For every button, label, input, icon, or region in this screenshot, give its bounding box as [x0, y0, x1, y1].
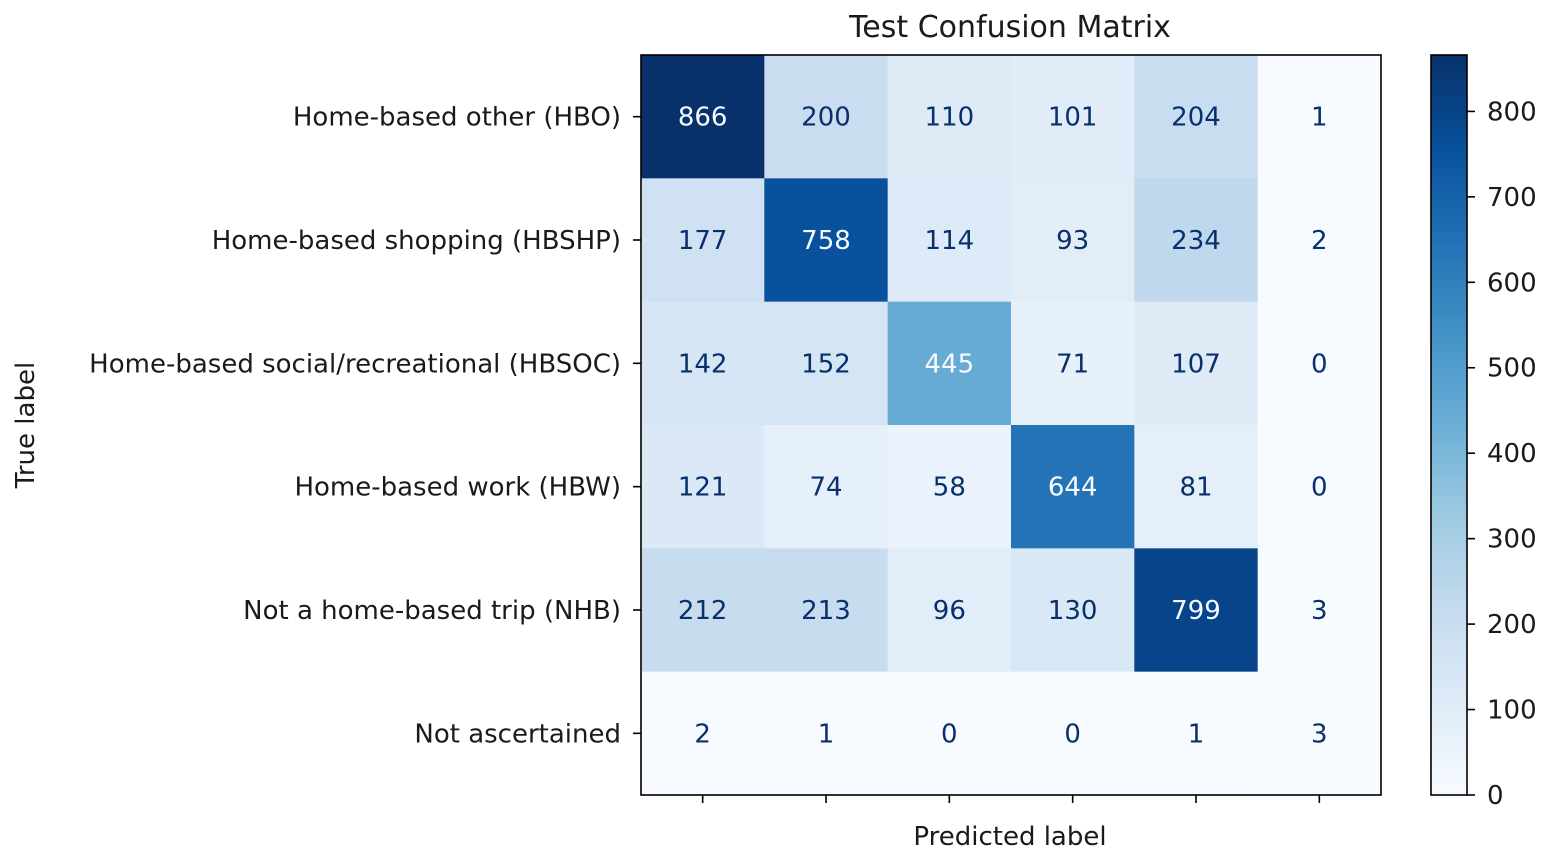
heatmap-cell [1257, 425, 1382, 549]
y-axis-ticks: Home-based other (HBO) Home-based shoppin… [89, 103, 641, 749]
x-axis-ticks [701, 795, 1321, 803]
heatmap-cell [764, 301, 889, 426]
cell-value-label: 142 [678, 349, 728, 379]
heatmap-cell [887, 548, 1012, 673]
cell-value-label: 445 [925, 349, 975, 379]
heatmap-cell [1257, 671, 1382, 796]
heatmap-cell [764, 178, 889, 303]
heatmap-cell [887, 178, 1012, 303]
colorbar-tick-label: 0 [1487, 781, 1504, 811]
cell-value-label: 2 [694, 719, 711, 749]
heatmap-cell [1134, 301, 1259, 426]
cell-value-label: 107 [1171, 349, 1221, 379]
y-tick-label: Home-based other (HBO) [293, 103, 621, 133]
cell-value-label: 0 [941, 719, 958, 749]
heatmap-cell [641, 301, 765, 426]
cell-value-label: 110 [925, 103, 975, 133]
heatmap-cell [641, 425, 765, 549]
cell-value-label: 204 [1171, 103, 1221, 133]
heatmap-cell [641, 548, 765, 673]
colorbar-tick-label: 100 [1487, 696, 1537, 726]
y-tick-label: Home-based social/recreational (HBSOC) [89, 349, 621, 379]
cell-value-label: 114 [925, 226, 975, 256]
cell-value-label: 101 [1048, 103, 1098, 133]
heatmap-cell [1134, 55, 1259, 179]
plot-frame [640, 54, 1382, 796]
cell-value-label: 3 [1311, 596, 1328, 626]
heatmap-cell [1257, 55, 1382, 179]
heatmap-cell [1011, 671, 1135, 796]
cell-value-label: 0 [1064, 719, 1081, 749]
cell-value-label: 71 [1056, 349, 1089, 379]
heatmap-cell [1257, 178, 1382, 303]
heatmap-cell [1011, 425, 1135, 549]
colorbar-tick-label: 800 [1487, 97, 1537, 127]
cell-value-label: 0 [1311, 349, 1328, 379]
cell-value-label: 1 [1188, 719, 1205, 749]
cell-value-label: 0 [1311, 473, 1328, 503]
cell-value-label: 866 [678, 103, 728, 133]
y-tick-label: Home-based shopping (HBSHP) [212, 226, 621, 256]
heatmap-cell [1011, 178, 1135, 303]
cell-value-label: 213 [801, 596, 851, 626]
colorbar [1430, 54, 1468, 796]
cell-value-label: 130 [1048, 596, 1098, 626]
cell-value-label: 1 [1311, 103, 1328, 133]
heatmap-cell [764, 548, 889, 673]
cell-value-label: 212 [678, 596, 728, 626]
cell-value-label: 1 [818, 719, 835, 749]
x-axis-label: Predicted label [913, 822, 1106, 852]
heatmap-cell [764, 55, 889, 179]
cell-value-label: 93 [1056, 226, 1089, 256]
heatmap-cell [1011, 548, 1135, 673]
cell-value-label: 96 [933, 596, 966, 626]
heatmap-cell [641, 55, 765, 179]
y-tick-label: Not ascertained [414, 719, 621, 749]
cell-value-label: 177 [678, 226, 728, 256]
heatmap-cell [1011, 55, 1135, 179]
colorbar-tick-label: 600 [1487, 268, 1537, 298]
heatmap-cell [764, 425, 889, 549]
y-tick-label: Not a home-based trip (NHB) [243, 596, 621, 626]
y-tick-label: Home-based work (HBW) [294, 473, 621, 503]
colorbar-tick-label: 500 [1487, 354, 1537, 384]
cell-value-label: 799 [1171, 596, 1221, 626]
heatmap-cell [1134, 671, 1259, 796]
cell-value-label: 2 [1311, 226, 1328, 256]
y-axis-label: True label [11, 362, 41, 489]
heatmap-cell [1257, 301, 1382, 426]
colorbar-ticks: 0 100 200 300 400 500 600 700 800 [1467, 97, 1537, 811]
cell-value-label: 234 [1171, 226, 1221, 256]
heatmap-cell [641, 671, 765, 796]
colorbar-tick-label: 300 [1487, 525, 1537, 555]
heatmap-cell [887, 671, 1012, 796]
cell-value-label: 81 [1179, 473, 1212, 503]
cell-value-label: 58 [933, 473, 966, 503]
heatmap-cells [641, 55, 1382, 796]
colorbar-tick-label: 400 [1487, 439, 1537, 469]
heatmap-cell [887, 55, 1012, 179]
cell-value-label: 121 [678, 473, 728, 503]
cell-value-label: 200 [801, 103, 851, 133]
cell-value-label: 644 [1048, 473, 1098, 503]
heatmap-cell [641, 178, 765, 303]
heatmap-cell [887, 425, 1012, 549]
heatmap-cell [1134, 425, 1259, 549]
cell-value-label: 3 [1311, 719, 1328, 749]
cell-value-label: 152 [801, 349, 851, 379]
chart-title: Test Confusion Matrix [848, 10, 1171, 45]
heatmap-cell [1134, 548, 1259, 673]
cell-value-label: 758 [801, 226, 851, 256]
heatmap-cell [1134, 178, 1259, 303]
heatmap-cell [764, 671, 889, 796]
heatmap-cell [887, 301, 1012, 426]
heatmap-cell [1011, 301, 1135, 426]
colorbar-tick-label: 200 [1487, 610, 1537, 640]
heatmap-cell [1257, 548, 1382, 673]
colorbar-tick-label: 700 [1487, 183, 1537, 213]
cell-value-label: 74 [809, 473, 842, 503]
